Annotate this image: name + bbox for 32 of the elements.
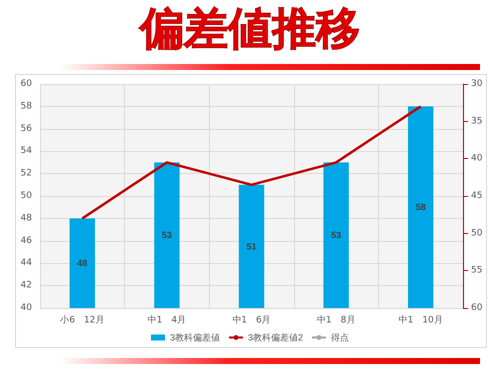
legend-label: 得点 [331,332,350,342]
y2-tick-label: 60 [471,303,483,313]
chart-title: 偏差値推移 [138,4,360,54]
x-tick-label: 中1 6月 [232,314,271,326]
data-label: 53 [162,230,172,240]
y-tick-label: 50 [20,191,32,201]
y-tick-label: 42 [20,280,32,291]
y2-tick-label: 45 [471,191,482,201]
y-tick-label: 44 [20,258,32,268]
x-tick-label: 中1 8月 [316,314,356,326]
legend-label: 3教科偏差値 [170,332,220,342]
y-tick-label: 46 [20,236,32,246]
data-label: 48 [77,258,88,268]
y2-tick-label: 30 [471,79,483,89]
y-tick-label: 48 [20,213,32,224]
x-tick-label: 中1 4月 [148,314,186,326]
x-tick-label: 小6 12月 [60,314,104,326]
y2-tick-label: 50 [471,228,483,238]
y-tick-label: 56 [20,124,32,134]
y2-tick-label: 55 [471,266,482,276]
y-tick-label: 58 [20,101,32,112]
y-tick-label: 54 [20,146,32,156]
y-tick-label: 40 [20,303,32,313]
y2-tick-label: 40 [471,154,483,164]
legend-label: 3教科偏差値2 [248,332,304,342]
data-label: 53 [331,230,342,240]
data-label: 51 [246,241,257,252]
x-tick-label: 中1 10月 [398,314,443,326]
data-label: 58 [416,202,426,212]
y2-tick-label: 35 [471,116,482,126]
y-tick-label: 52 [20,168,32,179]
y-tick-label: 60 [20,79,32,89]
